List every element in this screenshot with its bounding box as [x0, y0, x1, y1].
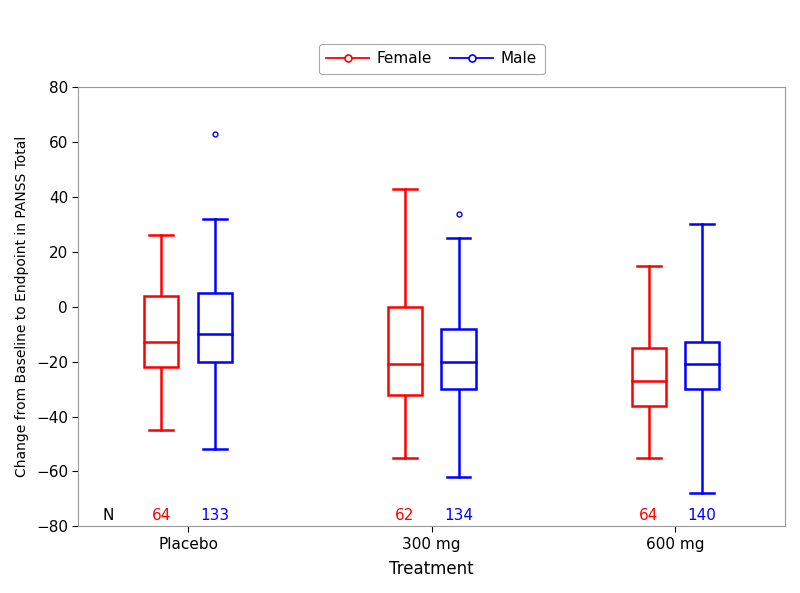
Text: N: N: [102, 508, 114, 523]
Bar: [442, 329, 475, 389]
Bar: [685, 342, 719, 389]
Bar: [144, 296, 178, 367]
X-axis label: Treatment: Treatment: [390, 560, 474, 578]
Bar: [388, 307, 422, 394]
Y-axis label: Change from Baseline to Endpoint in PANSS Total: Change from Baseline to Endpoint in PANS…: [15, 136, 29, 477]
Text: 64: 64: [639, 508, 658, 523]
Text: 64: 64: [152, 508, 171, 523]
Bar: [631, 348, 666, 406]
Text: 133: 133: [200, 508, 230, 523]
Text: 140: 140: [688, 508, 717, 523]
Text: 134: 134: [444, 508, 473, 523]
Text: 62: 62: [395, 508, 414, 523]
Legend: Female, Male: Female, Male: [318, 44, 545, 74]
Bar: [198, 293, 232, 362]
